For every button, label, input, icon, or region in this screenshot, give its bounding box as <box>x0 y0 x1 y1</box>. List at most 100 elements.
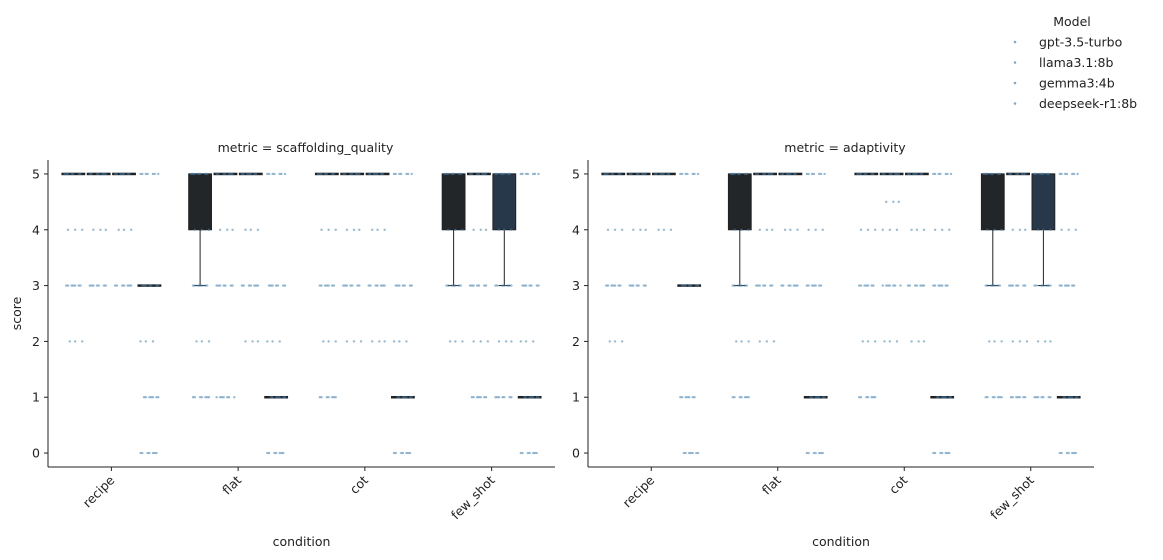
strip-point <box>278 340 281 343</box>
strip-point <box>689 284 693 287</box>
strip-point <box>88 284 92 287</box>
strip-point <box>1042 228 1045 231</box>
strip-point <box>330 284 334 287</box>
strip-point <box>937 284 940 287</box>
strip-point <box>461 228 464 231</box>
strip-point <box>942 396 946 399</box>
strip-point <box>121 284 124 287</box>
strip-point <box>484 228 488 231</box>
strip-point <box>318 284 321 287</box>
strip-point <box>342 172 345 176</box>
strip-point <box>932 284 935 287</box>
strip-point <box>399 172 403 176</box>
strip-point <box>200 396 204 399</box>
strip-point <box>743 172 747 176</box>
strip-point <box>883 340 886 343</box>
legend-marker <box>1013 81 1017 85</box>
strip-point <box>200 284 204 287</box>
strip-point <box>743 396 747 399</box>
strip-point <box>282 451 285 455</box>
strip-point <box>606 284 610 287</box>
strip-point <box>472 396 475 399</box>
strip-point <box>318 172 321 176</box>
strip-point <box>679 396 682 399</box>
strip-point <box>79 172 82 176</box>
strip-point <box>1033 284 1036 287</box>
strip-point <box>479 396 482 399</box>
strip-point <box>526 172 530 176</box>
strip-point <box>371 340 374 343</box>
strip-point <box>1074 396 1077 399</box>
strip-point <box>859 172 863 176</box>
strip-point <box>503 396 506 399</box>
strip-point <box>528 284 531 287</box>
strip-point <box>129 284 133 287</box>
strip-point <box>274 284 278 287</box>
strip-point <box>205 284 209 287</box>
strip-point <box>142 396 146 399</box>
strip-point <box>695 451 698 455</box>
strip-point <box>680 396 684 399</box>
strip-point <box>1074 451 1077 455</box>
panel-1: metric = scaffolding_quality 0 1 2 3 4 5 score c… <box>9 140 555 549</box>
strip-point <box>72 172 75 176</box>
strip-point <box>193 396 196 399</box>
strip-point <box>227 396 231 399</box>
strip-point <box>256 228 260 231</box>
strip-point <box>821 451 824 455</box>
strip-point <box>477 284 481 287</box>
strip-point <box>224 284 227 287</box>
strip-point <box>198 172 202 176</box>
y-tick-label: 0 <box>572 446 580 461</box>
strip-point <box>323 284 327 287</box>
strip-point <box>765 228 769 231</box>
strip-point <box>866 396 870 399</box>
strip-point <box>408 284 412 287</box>
strip-point <box>345 284 349 287</box>
strip-point <box>247 172 251 176</box>
strip-point <box>254 284 258 287</box>
strip-point <box>682 451 686 455</box>
y-tick-label: 4 <box>572 222 580 237</box>
strip-point <box>881 228 884 231</box>
strip-point <box>819 284 823 287</box>
strip-point <box>993 396 996 399</box>
strip-point <box>1065 451 1069 455</box>
strip-point <box>121 172 124 176</box>
strip-point <box>454 228 457 231</box>
strip-point <box>1015 284 1018 287</box>
strip-point <box>484 172 488 176</box>
strip-point <box>984 396 987 399</box>
strip-point <box>198 284 202 287</box>
strip-point <box>1065 172 1069 176</box>
strip-point <box>524 396 528 399</box>
strip-point <box>204 396 207 399</box>
strip-point <box>497 340 501 343</box>
strip-point <box>944 396 947 399</box>
strip-point <box>282 284 285 287</box>
strip-point <box>320 228 323 231</box>
strip-point <box>747 228 750 231</box>
strip-point <box>401 396 405 399</box>
strip-point <box>858 396 861 399</box>
strip-point <box>610 172 613 176</box>
strip-point <box>921 284 924 287</box>
strip-point <box>1040 172 1043 176</box>
strip-point <box>662 172 666 176</box>
strip-point <box>399 451 403 455</box>
strip-point <box>991 284 994 287</box>
strip-point <box>323 172 327 176</box>
strip-point <box>1011 396 1014 399</box>
legend-marker <box>1013 40 1017 44</box>
panel-title: metric = adaptivity <box>784 140 906 155</box>
strip-point <box>993 228 996 231</box>
strip-point <box>917 340 920 343</box>
strip-point <box>122 284 126 287</box>
strip-point <box>381 172 385 176</box>
x-tick-label: flat <box>219 472 244 497</box>
strip-point <box>405 396 408 399</box>
strip-point <box>899 284 902 287</box>
strip-point <box>356 172 359 176</box>
strip-point <box>535 396 538 399</box>
strip-point <box>459 172 462 176</box>
